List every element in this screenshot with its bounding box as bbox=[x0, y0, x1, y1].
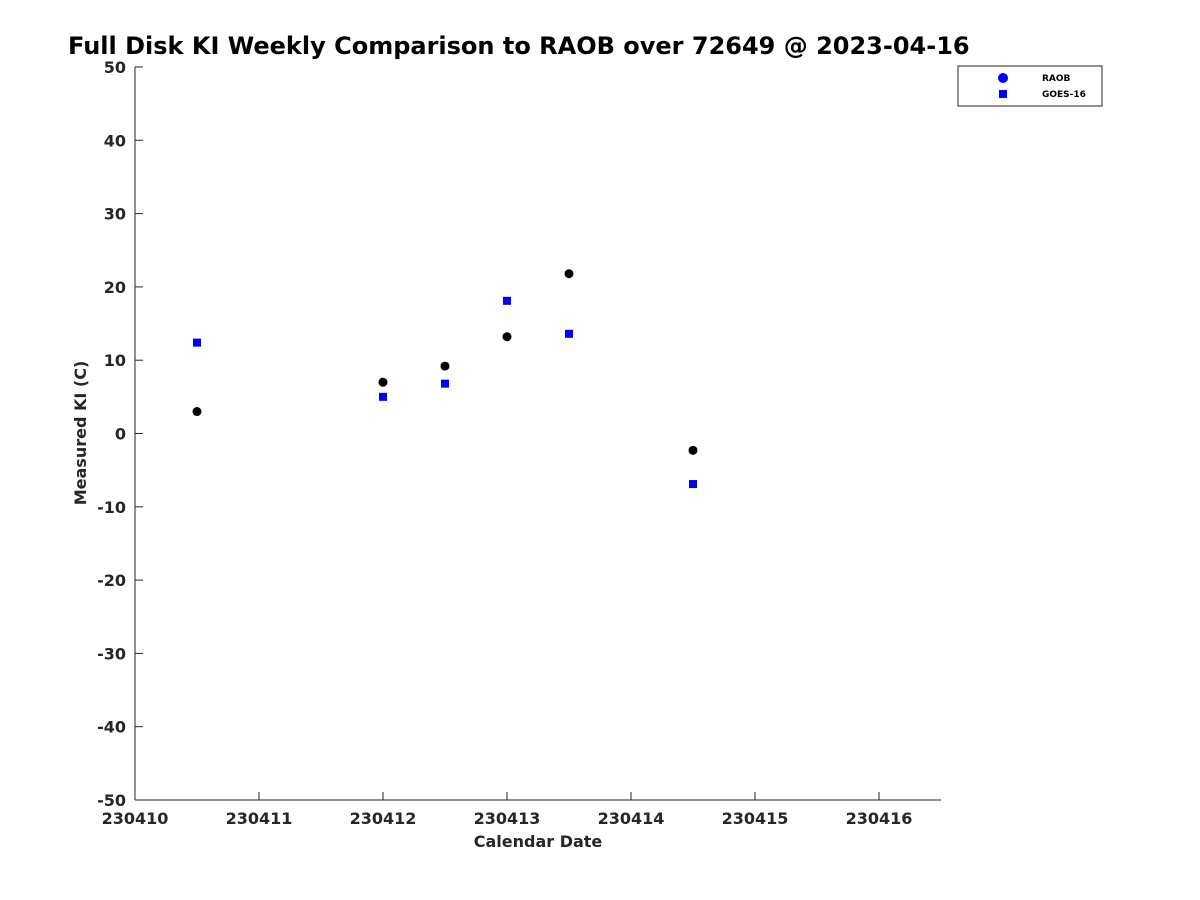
goes16-point bbox=[503, 296, 511, 305]
y-tick-label: -20 bbox=[97, 571, 126, 590]
legend-goes16-marker bbox=[999, 90, 1007, 98]
x-tick-label: 230416 bbox=[846, 809, 913, 828]
raob-point bbox=[564, 269, 574, 279]
x-ticks: 230410 230411 230412 230413 230414 230415 2304… bbox=[102, 792, 913, 828]
axes bbox=[134, 67, 941, 801]
goes16-point bbox=[565, 329, 573, 338]
y-tick-label: -30 bbox=[97, 644, 126, 663]
x-tick-label: 230411 bbox=[226, 809, 293, 828]
x-tick-label: 230410 bbox=[102, 809, 169, 828]
legend-box bbox=[957, 65, 1103, 107]
y-tick-label: -10 bbox=[97, 498, 126, 517]
goes16-point bbox=[441, 379, 449, 388]
x-tick-label: 230414 bbox=[598, 809, 665, 828]
x-tick-label: 230413 bbox=[474, 809, 541, 828]
goes16-point bbox=[689, 480, 697, 489]
x-tick-label: 230412 bbox=[350, 809, 417, 828]
legend-raob-label: RAOB bbox=[1042, 74, 1071, 84]
y-axis-label: Measured KI (C) bbox=[71, 361, 90, 506]
legend-goes16-label: GOES-16 bbox=[1042, 90, 1086, 100]
legend: RAOB GOES-16 bbox=[957, 65, 1103, 107]
raob-point bbox=[378, 377, 388, 387]
x-axis-label: Calendar Date bbox=[474, 832, 603, 851]
goes16-point bbox=[379, 392, 387, 401]
chart-title: Full Disk KI Weekly Comparison to RAOB o… bbox=[68, 32, 970, 60]
y-tick-label: -40 bbox=[97, 718, 126, 737]
raob-point bbox=[440, 361, 450, 371]
y-tick-label: -50 bbox=[97, 791, 126, 810]
legend-raob-marker bbox=[998, 73, 1008, 83]
data-points bbox=[192, 269, 698, 489]
y-tick-label: 20 bbox=[104, 278, 126, 297]
y-tick-label: 40 bbox=[104, 131, 126, 150]
goes16-point bbox=[193, 338, 201, 347]
y-tick-label: 0 bbox=[115, 425, 126, 444]
raob-point bbox=[502, 332, 512, 342]
y-ticks: -50 -40 -30 -20 -10 0 10 20 30 40 50 bbox=[97, 58, 143, 810]
raob-point bbox=[688, 445, 698, 455]
y-tick-label: 30 bbox=[104, 205, 126, 224]
raob-point bbox=[192, 407, 202, 417]
y-tick-label: 10 bbox=[104, 351, 126, 370]
x-tick-label: 230415 bbox=[722, 809, 789, 828]
y-tick-label: 50 bbox=[104, 58, 126, 77]
